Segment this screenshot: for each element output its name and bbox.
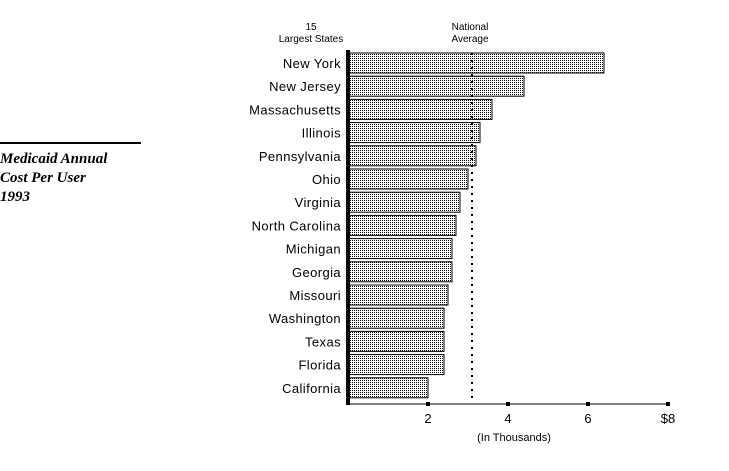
title-line-2: Cost Per User (0, 170, 86, 186)
reference-line-label: National Average (451, 22, 489, 45)
bar-illinois (347, 122, 481, 144)
category-label: New York (283, 56, 341, 71)
category-label: Georgia (292, 265, 341, 280)
title-line-1: Medicaid Annual (0, 151, 108, 167)
category-label: Michigan (286, 242, 341, 257)
x-tick-mark (586, 402, 590, 406)
x-tick-label: 6 (584, 411, 591, 426)
category-label: Pennsylvania (259, 149, 341, 164)
bar-washington (347, 307, 445, 329)
bar-missouri (347, 284, 449, 306)
x-tick-mark (426, 402, 430, 406)
category-label: North Carolina (252, 218, 342, 233)
bar-north-carolina (347, 214, 457, 236)
bar-florida (347, 354, 445, 376)
x-tick-label: 4 (504, 411, 511, 426)
category-label: Massachusetts (249, 102, 341, 117)
x-tick-mark (506, 402, 510, 406)
category-label: Florida (298, 358, 341, 373)
bar-massachusetts (347, 98, 493, 120)
category-label: Illinois (302, 126, 341, 141)
bar-virginia (347, 191, 461, 213)
category-label: Ohio (312, 172, 341, 187)
bar-texas (347, 330, 445, 352)
category-label: New Jersey (269, 79, 341, 94)
bar-georgia (347, 261, 453, 283)
category-label: Missouri (289, 288, 341, 303)
title-rule (0, 142, 141, 144)
x-tick-label: 2 (424, 411, 431, 426)
bar-ohio (347, 168, 469, 190)
category-header: 15 Largest States (279, 22, 343, 45)
bar-pennsylvania (347, 145, 477, 167)
title-line-3: 1993 (0, 189, 30, 205)
category-label: Washington (269, 311, 341, 326)
bar-michigan (347, 238, 453, 260)
x-tick-mark (666, 402, 670, 406)
bar-new-jersey (347, 75, 525, 97)
category-label: Texas (305, 334, 341, 349)
bar-new-york (347, 52, 605, 74)
category-label: Virginia (295, 195, 342, 210)
side-title-block: Medicaid Annual Cost Per User 1993 (0, 142, 141, 207)
bar-california (347, 377, 429, 399)
category-label: California (282, 381, 341, 396)
x-axis-label: (In Thousands) (477, 432, 551, 444)
x-tick-label: $8 (661, 411, 675, 426)
